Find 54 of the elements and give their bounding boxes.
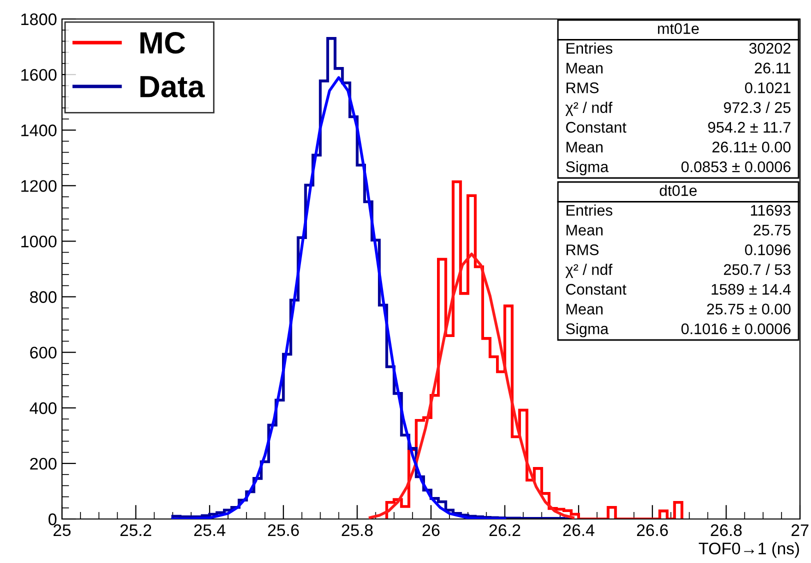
annotation: Sigma (566, 161, 609, 176)
x-tick-label: 26.4 (563, 524, 594, 536)
annotation: Mean (566, 62, 603, 74)
x-tick-label: 26.8 (710, 524, 742, 536)
annotation: Mean (566, 224, 603, 236)
annotation: 954.2 ± 11.7 (708, 122, 790, 133)
annotation: RMS (566, 82, 599, 94)
annotation: RMS (566, 244, 599, 256)
x-tick-label: 27 (792, 524, 808, 536)
y-tick-label: 600 (30, 346, 56, 359)
annotation: 26.11± 0.00 (712, 142, 791, 152)
y-tick-label: 0 (48, 513, 56, 526)
x-tick-label: 25.4 (194, 524, 226, 536)
annotation: Sigma (566, 323, 609, 338)
y-tick-label: 200 (30, 458, 56, 470)
annotation: Mean (566, 304, 603, 314)
y-tick-label: 800 (30, 291, 56, 303)
annotation: 0.1016 ± 0.0006 (681, 323, 790, 334)
annotation: χ² / ndf (565, 264, 612, 278)
annotation: 26.11 (754, 62, 790, 74)
x-tick-label: 26.2 (489, 524, 520, 536)
annotation: 11693 (750, 204, 790, 216)
x-axis-title: TOF0→1 (ns) (698, 542, 799, 558)
annotation: 1589 ± 14.4 (712, 284, 791, 295)
annotation: 30202 (749, 42, 790, 54)
annotation: Mean (566, 142, 603, 152)
legend-label: Data (140, 76, 205, 98)
y-tick-label: 1800 (21, 13, 56, 26)
annotation: Constant (566, 122, 626, 133)
annotation: mt01e (658, 23, 699, 34)
annotation: 0.1096 (745, 244, 790, 256)
y-tick-label: 1000 (21, 236, 56, 248)
annotation: Constant (566, 284, 626, 295)
annotation: Entries (566, 204, 612, 216)
x-tick-label: 25.2 (120, 524, 152, 536)
annotation: χ² / ndf (565, 102, 612, 116)
y-tick-label: 1600 (21, 68, 56, 81)
x-tick-label: 26 (422, 524, 440, 536)
y-tick-label: 1200 (21, 180, 56, 192)
annotation: Entries (566, 42, 612, 54)
annotation: 250.7 / 53 (724, 264, 790, 275)
legend-label: MC (140, 32, 186, 54)
annotation: 0.0853 ± 0.0006 (681, 161, 790, 172)
x-tick-label: 25.8 (342, 524, 373, 536)
annotation: 25.75 (754, 224, 791, 236)
annotation: 25.75 ± 0.00 (707, 304, 791, 314)
y-tick-label: 400 (30, 402, 56, 414)
annotation: 972.3 / 25 (724, 102, 791, 113)
x-tick-label: 25 (54, 524, 71, 536)
annotation: dt01e (660, 184, 697, 196)
annotation: 0.1021 (745, 82, 790, 94)
x-tick-label: 26.6 (637, 524, 668, 536)
x-tick-label: 25.6 (268, 524, 299, 536)
y-tick-label: 1400 (21, 124, 56, 136)
